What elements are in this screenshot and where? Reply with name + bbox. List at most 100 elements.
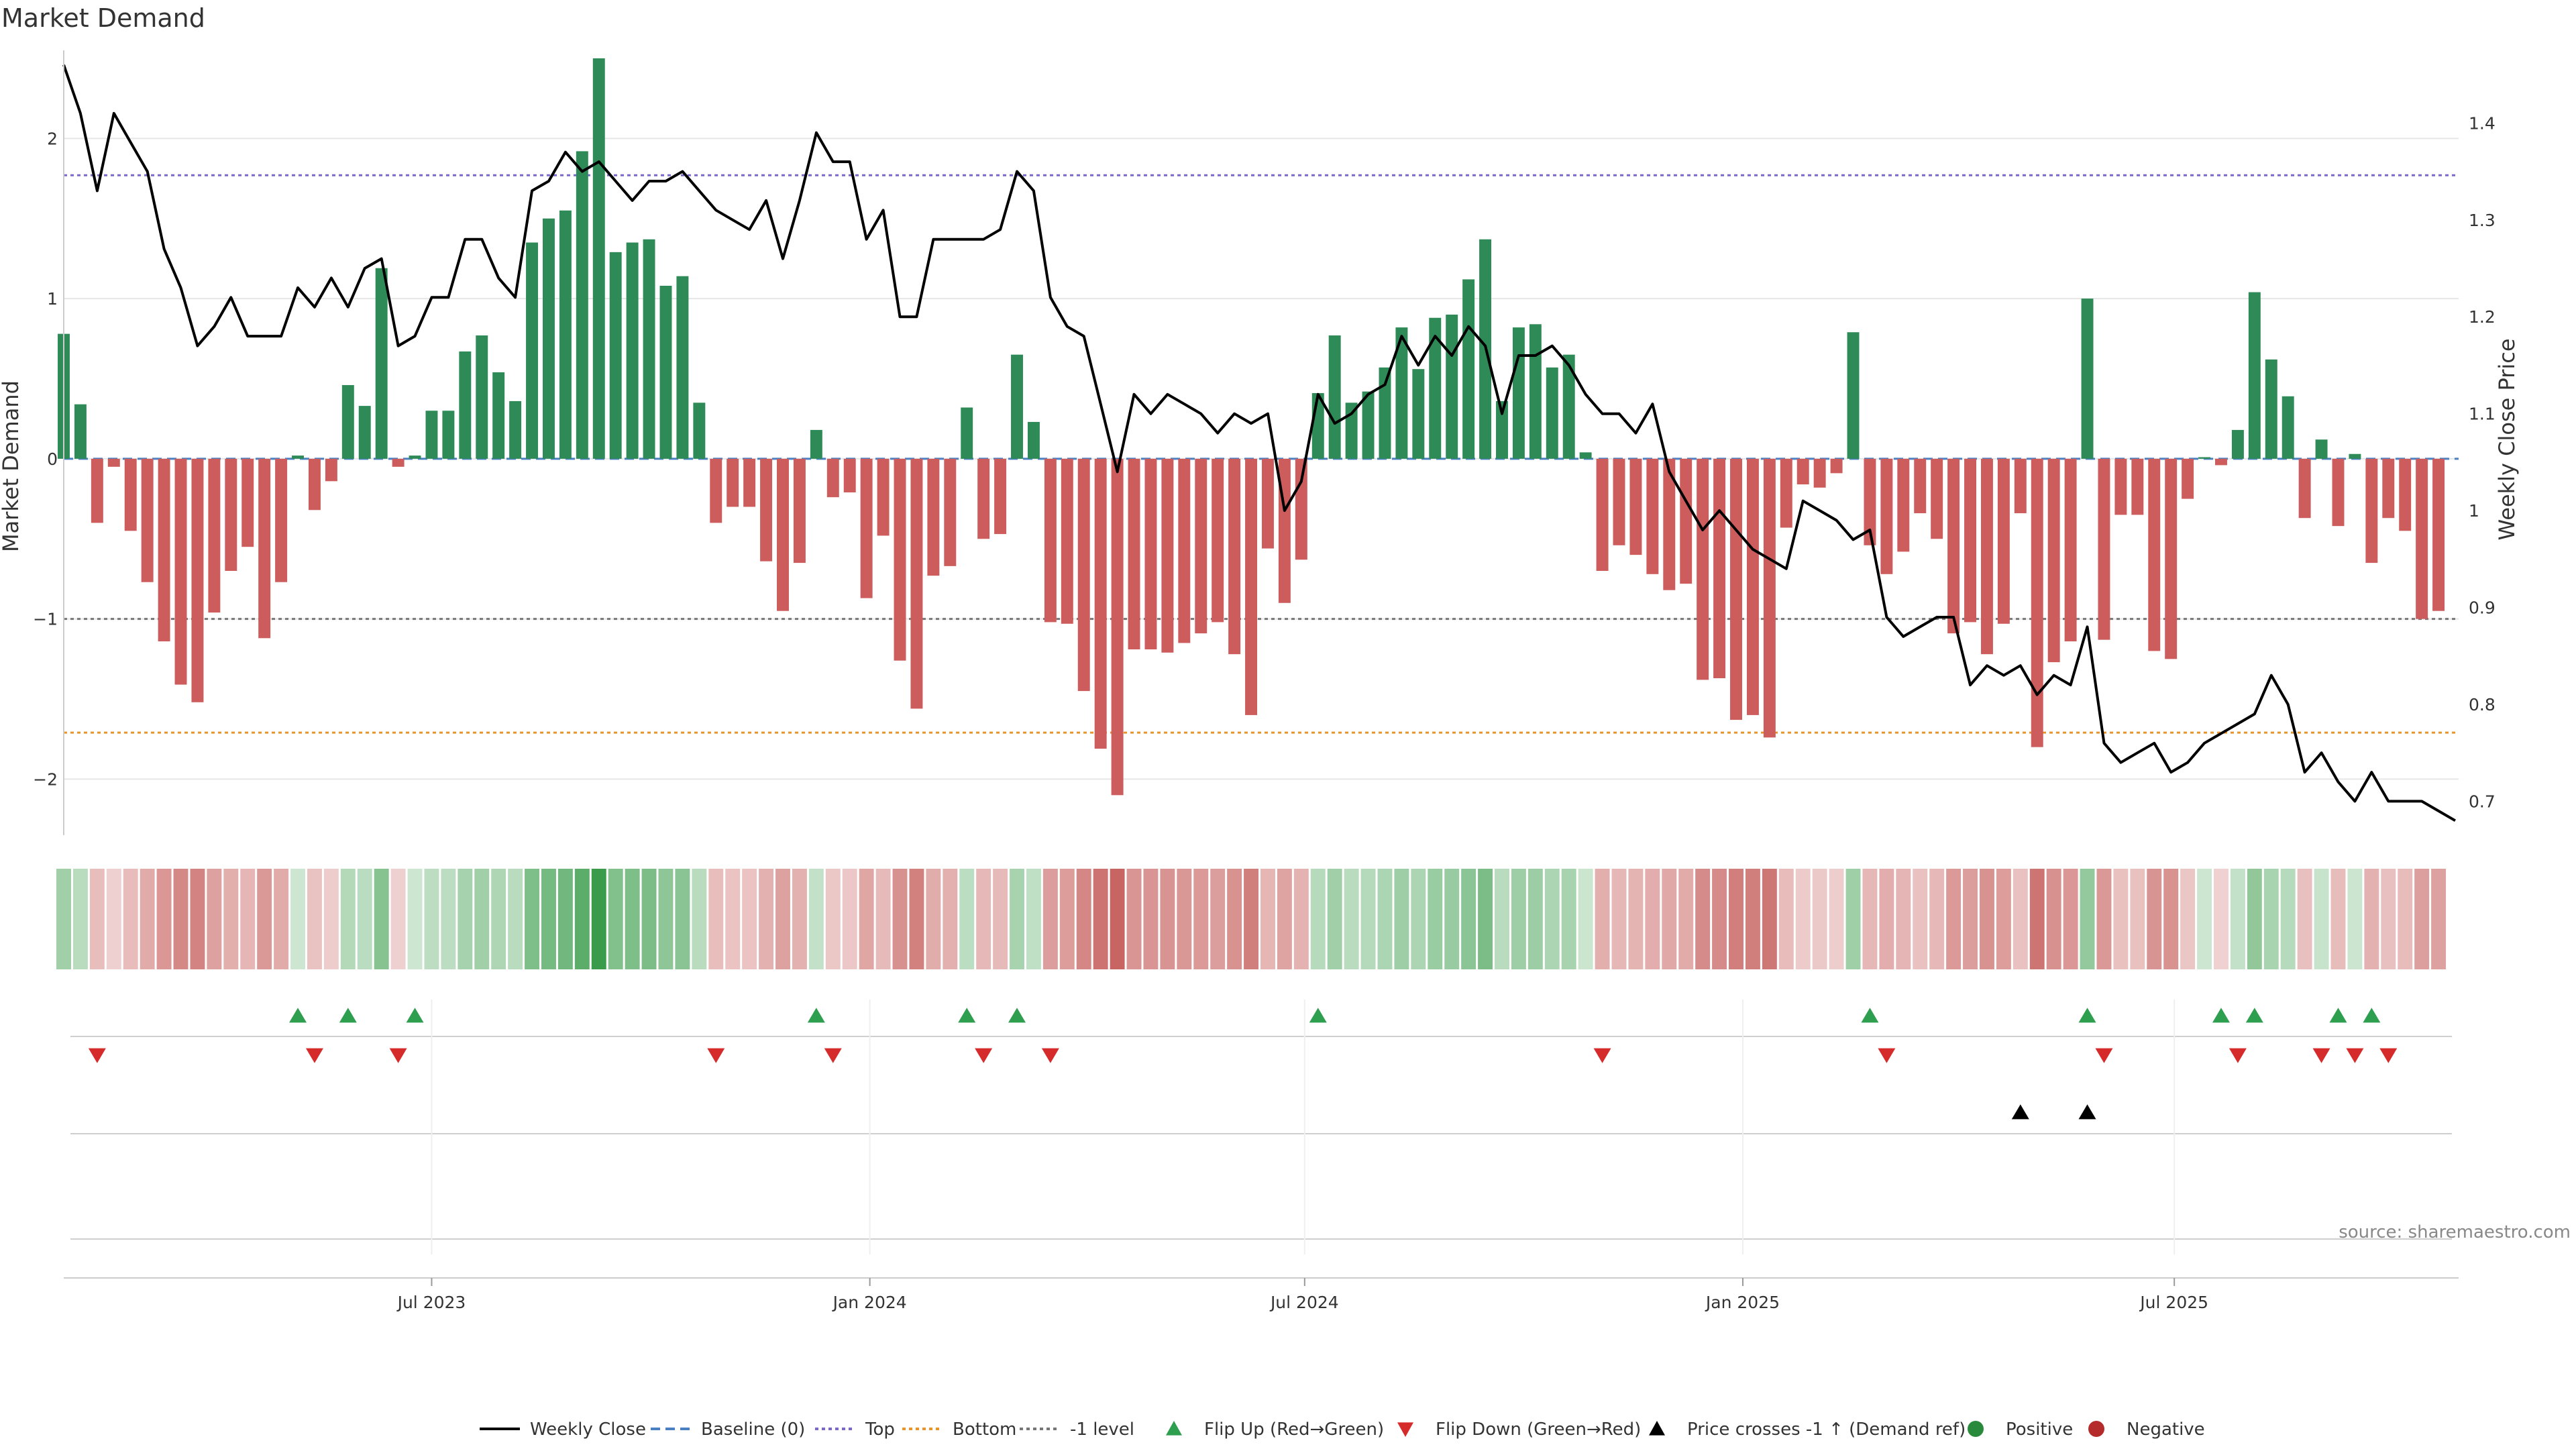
heat-strip-cell bbox=[1946, 869, 1962, 969]
heat-strip-cell bbox=[525, 869, 540, 969]
demand-bar-positive bbox=[526, 242, 539, 459]
heat-strip-cell bbox=[106, 869, 121, 969]
flip-down-marker bbox=[2095, 1048, 2113, 1063]
demand-bar-negative bbox=[927, 458, 940, 576]
demand-bar-negative bbox=[241, 458, 254, 547]
heat-strip-cell bbox=[1360, 869, 1376, 969]
y-tick-label-right: 1.1 bbox=[2469, 405, 2496, 424]
heat-strip-cell bbox=[207, 869, 222, 969]
heat-strip-cell bbox=[1143, 869, 1159, 969]
heat-strip-cell bbox=[357, 869, 372, 969]
heat-strip-cell bbox=[1428, 869, 1443, 969]
demand-bar-negative bbox=[1663, 458, 1676, 590]
demand-bar-positive bbox=[1496, 400, 1508, 459]
heat-strip-cell bbox=[1712, 869, 1727, 969]
heat-strip-cell bbox=[1812, 869, 1827, 969]
demand-bar-negative bbox=[1111, 458, 1124, 796]
heat-strip-cell bbox=[123, 869, 138, 969]
heat-strip-cell bbox=[190, 869, 205, 969]
heat-strip-cell bbox=[909, 869, 924, 969]
demand-bar-negative bbox=[994, 458, 1007, 535]
demand-bar-negative bbox=[2332, 458, 2345, 527]
demand-bar-negative bbox=[1094, 458, 1107, 749]
heat-strip-cell bbox=[792, 869, 807, 969]
heat-strip-cell bbox=[591, 869, 606, 969]
demand-bar-negative bbox=[843, 458, 856, 493]
flip-down-marker bbox=[1878, 1048, 1896, 1063]
heat-strip-cell bbox=[2381, 869, 2396, 969]
flip-up-marker bbox=[2212, 1008, 2230, 1023]
heat-strip-cell bbox=[1210, 869, 1226, 969]
x-axis: Jul 2023 Jan 2024 Jul 2024 Jan 2025 Jul 2025 bbox=[64, 1277, 2459, 1312]
heat-strip-cell bbox=[1645, 869, 1660, 969]
demand-bar-negative bbox=[1044, 458, 1057, 623]
heat-strip-cell bbox=[290, 869, 305, 969]
heat-strip-cell bbox=[2163, 869, 2179, 969]
demand-bar-positive bbox=[459, 351, 472, 459]
demand-bar-negative bbox=[1077, 458, 1090, 692]
demand-bar-negative bbox=[1697, 458, 1709, 680]
heat-strip-cell bbox=[808, 869, 824, 969]
heat-strip-cell bbox=[2029, 869, 2045, 969]
demand-bar-negative bbox=[325, 458, 337, 482]
demand-bar-negative bbox=[1830, 458, 1843, 474]
heat-strip-cell bbox=[1010, 869, 1024, 969]
heat-strip-cell bbox=[1026, 869, 1041, 969]
flip-up-marker bbox=[1008, 1008, 1026, 1023]
demand-bar-positive bbox=[559, 210, 572, 459]
demand-bar-negative bbox=[1914, 458, 1927, 514]
demand-bar-negative bbox=[107, 458, 120, 467]
heat-strip-cell bbox=[2197, 869, 2212, 969]
heat-strip-cell bbox=[257, 869, 272, 969]
heat-strip-cell bbox=[2046, 869, 2061, 969]
heat-strip-cell bbox=[1478, 869, 1493, 969]
demand-bar-positive bbox=[2231, 429, 2244, 459]
demand-bar-negative bbox=[258, 458, 271, 639]
heat-strip-cell bbox=[1042, 869, 1058, 969]
legend-label: Negative bbox=[2127, 1419, 2205, 1440]
demand-bar-negative bbox=[727, 458, 739, 507]
demand-bar-negative bbox=[2098, 458, 2110, 640]
heat-strip-cell bbox=[1611, 869, 1627, 969]
demand-bar-positive bbox=[576, 151, 588, 459]
legend-swatch bbox=[1968, 1421, 1984, 1437]
flip-up-marker bbox=[807, 1008, 825, 1023]
legend-label: Weekly Close bbox=[530, 1419, 646, 1440]
legend-item: Positive bbox=[1968, 1419, 2073, 1440]
heat-strip-cell bbox=[2398, 869, 2413, 969]
legend-label: Baseline (0) bbox=[701, 1419, 805, 1440]
flip-up-marker bbox=[339, 1008, 357, 1023]
demand-bar-negative bbox=[1997, 458, 2010, 624]
heat-strip-cell bbox=[1829, 869, 1844, 969]
demand-bar-negative bbox=[1796, 458, 1809, 485]
heat-strip-cell bbox=[658, 869, 674, 969]
demand-bar-negative bbox=[1144, 458, 1157, 650]
demand-bar-negative bbox=[1780, 458, 1792, 528]
demand-bar-negative bbox=[91, 458, 103, 523]
demand-bar-positive bbox=[492, 372, 505, 459]
flip-up-marker bbox=[1309, 1008, 1327, 1023]
heat-strip-cell bbox=[976, 869, 991, 969]
heat-strip-cell bbox=[1093, 869, 1108, 969]
heat-strip-cell bbox=[2330, 869, 2346, 969]
demand-bar-negative bbox=[1596, 458, 1609, 572]
heat-strip-cell bbox=[1411, 869, 1426, 969]
price-cross-marker bbox=[2011, 1104, 2029, 1120]
legend-item: Top bbox=[815, 1419, 895, 1440]
heat-strip-cell bbox=[1996, 869, 2011, 969]
demand-bar-negative bbox=[977, 458, 990, 539]
demand-bar-positive bbox=[358, 406, 371, 459]
heat-strip-cell bbox=[608, 869, 623, 969]
heat-strip-cell bbox=[1678, 869, 1694, 969]
legend-item: Price crosses -1 ↑ (Demand ref) bbox=[1649, 1419, 1966, 1440]
heat-strip-cell bbox=[2247, 869, 2262, 969]
flip-up-marker bbox=[289, 1008, 307, 1023]
heat-strip-cell bbox=[491, 869, 506, 969]
demand-bar-negative bbox=[944, 458, 957, 566]
flip-up-marker bbox=[1861, 1008, 1879, 1023]
demand-bar-positive bbox=[74, 404, 87, 459]
legend-swatch bbox=[1166, 1421, 1182, 1436]
heat-strip-cell bbox=[1778, 869, 1794, 969]
heat-strip-cell bbox=[2230, 869, 2245, 969]
demand-bar-positive bbox=[375, 268, 388, 459]
